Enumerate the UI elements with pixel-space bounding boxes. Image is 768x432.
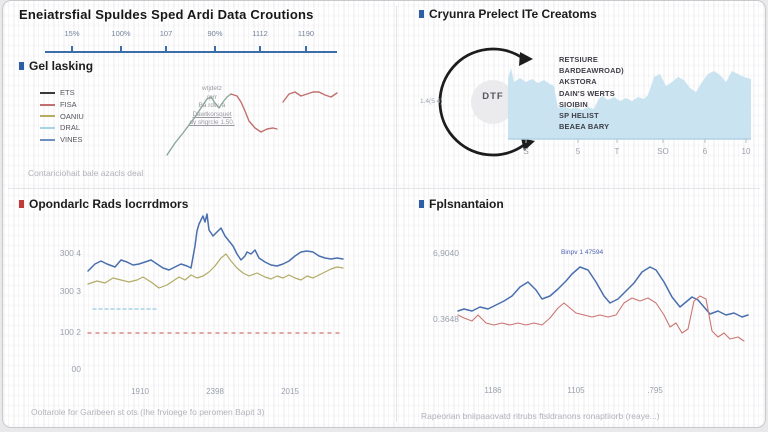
timeline-tick xyxy=(120,46,122,53)
svg-text:2398: 2398 xyxy=(206,387,224,396)
legend-label: DRAL xyxy=(60,123,81,133)
list-line: DAIN'S WERTS xyxy=(559,88,615,98)
section-title: Gel lasking xyxy=(29,59,94,73)
chart-annotation: wtjdetz rprr Ba rdw. a Dawtkorsquet dy s… xyxy=(179,85,245,128)
svg-text:1186: 1186 xyxy=(484,386,502,395)
svg-text:1105: 1105 xyxy=(567,386,585,395)
timeline-tick xyxy=(71,46,73,53)
svg-text:6: 6 xyxy=(703,147,708,156)
panel-bullet-icon xyxy=(19,200,24,208)
timeline-axis xyxy=(45,51,337,53)
vertical-divider xyxy=(396,6,397,422)
panel-title: Fplsnantaion xyxy=(429,197,504,211)
panel-title: Opondarlc Rads locrrdmors xyxy=(29,197,189,211)
svg-text:300 4: 300 4 xyxy=(60,248,82,258)
annotation-line: dy shgrcle 1.50. xyxy=(189,119,235,126)
annotation-line: rprr xyxy=(207,93,217,101)
timeline-label: 1190 xyxy=(297,29,315,38)
timeline: 15% 100% 107 90% 1112 1190 xyxy=(45,29,337,55)
panel-bullet-icon xyxy=(419,200,424,208)
panel-caption: Contariciohait bale azacls deal xyxy=(28,168,144,178)
annotation-line: Dawtkorsquet xyxy=(192,110,232,118)
svg-text:100 2: 100 2 xyxy=(60,327,82,337)
list-line: BEAEA BARY xyxy=(559,122,610,132)
circular-gauge: DTF xyxy=(427,39,561,165)
timeline-tick xyxy=(259,46,261,53)
page-title: Eneiatrsfial Spuldes Sped Ardi Data Crou… xyxy=(19,7,314,22)
legend-item[interactable]: FISA xyxy=(40,99,84,111)
timeline-label: 1112 xyxy=(252,29,268,38)
svg-text:T: T xyxy=(615,147,620,156)
timeline-label: 90% xyxy=(207,29,223,38)
multi-line-chart: 1910 2398 2015 300 4 300 3 100 2 00 xyxy=(31,206,348,401)
legend: ETS FISA OANIU DRAL VINES xyxy=(40,87,84,145)
list-line: AKSTORA xyxy=(559,77,597,87)
comparison-line-chart: 1186 1105 .795 6,9040 0.3648 xyxy=(418,241,763,399)
panel-title: Cryunra Prelect ITe Creatoms xyxy=(429,7,597,21)
panel-caption: Ooltarole for Garibeen st ots (Ihe frvio… xyxy=(31,407,265,417)
gauge-value: 1.4(5 4) xyxy=(420,98,443,105)
svg-text:10: 10 xyxy=(742,147,751,156)
legend-label: VINES xyxy=(60,135,83,145)
circular-arrow-icon xyxy=(438,47,535,157)
svg-text:0.3648: 0.3648 xyxy=(433,314,459,324)
timeline-tick xyxy=(165,46,167,53)
legend-swatch xyxy=(40,115,55,118)
legend-swatch xyxy=(40,91,55,94)
svg-text:S: S xyxy=(523,147,528,156)
horizontal-divider xyxy=(8,188,760,189)
legend-item[interactable]: DRAL xyxy=(40,122,84,134)
timeline-label: 107 xyxy=(159,29,173,38)
svg-text:.795: .795 xyxy=(647,386,663,395)
annotation-line: wtjdetz xyxy=(202,85,222,92)
svg-text:5: 5 xyxy=(576,147,581,156)
trend-line-chart xyxy=(163,67,353,181)
legend-item[interactable]: OANIU xyxy=(40,110,84,122)
chart-annotation: Binpv 1 47594 xyxy=(561,249,604,256)
svg-text:SO: SO xyxy=(657,147,669,156)
area-chart: S 5 T SO 6 10 xyxy=(508,56,751,161)
timeline-label: 15% xyxy=(64,29,80,38)
panel-bullet-icon xyxy=(419,10,424,18)
list-line: SP HELIST xyxy=(559,111,599,121)
list-line: BARDEAWROAD) xyxy=(559,66,624,76)
list-line: RETSIURE xyxy=(559,55,598,64)
panel-header: Cryunra Prelect ITe Creatoms xyxy=(419,7,597,21)
svg-text:300 3: 300 3 xyxy=(60,286,82,296)
annotation-line: Ba rdw. a xyxy=(198,102,226,109)
svg-text:00: 00 xyxy=(72,364,82,374)
legend-item[interactable]: ETS xyxy=(40,87,84,99)
timeline-label: 100% xyxy=(111,29,131,38)
legend-item[interactable]: VINES xyxy=(40,134,84,146)
legend-swatch xyxy=(40,138,55,141)
legend-swatch xyxy=(40,126,55,129)
chart-label-list: RETSIURE BARDEAWROAD) AKSTORA DAIN'S WER… xyxy=(559,54,624,132)
panel-header: Opondarlc Rads locrrdmors xyxy=(19,197,188,211)
svg-text:1910: 1910 xyxy=(131,387,149,396)
section-header: Gel lasking xyxy=(19,59,93,73)
legend-label: OANIU xyxy=(60,111,84,121)
section-bullet-icon xyxy=(19,62,24,70)
legend-label: FISA xyxy=(60,100,77,110)
panel-header: Fplsnantaion xyxy=(419,197,504,211)
gauge-center-label: DTF xyxy=(482,91,504,102)
svg-text:2015: 2015 xyxy=(281,387,299,396)
legend-label: ETS xyxy=(60,88,75,98)
panel-caption: Rapeorian bniipaaovatd ritrubs ftsldrano… xyxy=(421,411,660,421)
list-line: SIOIBIN xyxy=(559,99,588,109)
timeline-tick xyxy=(214,46,216,53)
timeline-tick xyxy=(305,46,307,53)
svg-text:6,9040: 6,9040 xyxy=(433,248,459,258)
legend-swatch xyxy=(40,103,55,106)
